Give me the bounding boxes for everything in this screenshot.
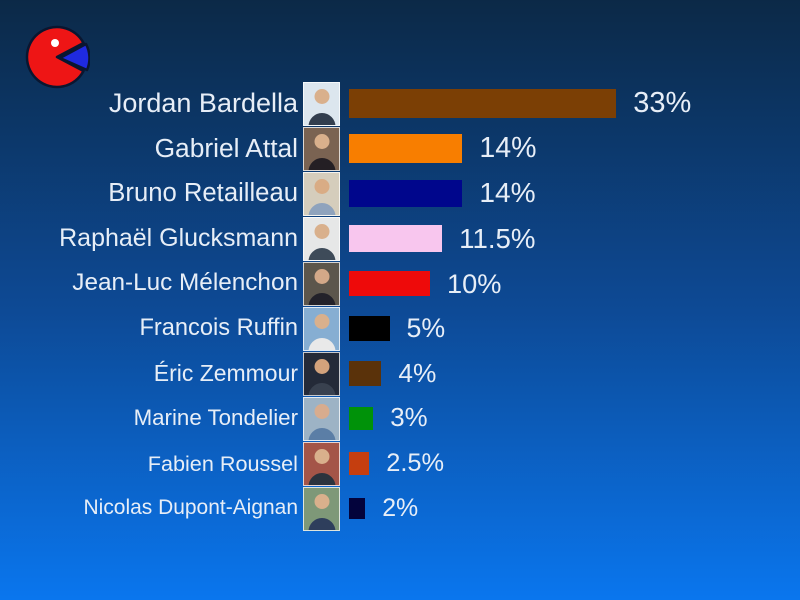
poll-result-bar [349,361,382,386]
poll-result-bar [349,315,390,342]
pie-slice-wedge [58,42,90,72]
candidate-name-label: Fabien Roussel [147,450,298,476]
candidate-row: Fabien Roussel 2.5% [0,441,800,486]
candidate-name-label: Francois Ruffin [139,314,298,341]
poll-value-label: 3% [390,403,428,432]
candidate-name-label: Marine Tondelier [133,405,298,431]
candidate-row: Nicolas Dupont-Aignan 2% [0,486,800,531]
candidate-name-label: Bruno Retailleau [108,178,298,207]
photo-head-shape [314,493,329,509]
candidate-photo [303,486,340,531]
candidate-name-label: Jean-Luc Mélenchon [72,269,298,297]
pie-body-wedge [25,25,85,89]
poll-value-label: 2.5% [386,448,445,477]
candidate-name-label: Jordan Bardella [108,88,298,118]
candidate-photo [303,171,340,216]
poll-results-bar-chart: Jordan Bardella 33% Gabriel Attal 14% Br… [0,81,800,531]
candidate-row: Bruno Retailleau 14% [0,171,800,216]
pie-chart-logo [25,25,90,89]
poll-result-bar [349,134,463,163]
candidate-photo [303,126,340,171]
photo-torso-shape [308,517,335,530]
candidate-photo [303,261,340,306]
photo-head-shape [314,448,329,464]
candidate-photo [303,216,340,261]
poll-result-bar [349,497,366,520]
photo-head-shape [314,358,329,374]
photo-torso-shape [308,157,335,170]
candidate-photo [303,396,340,441]
candidate-row: Jean-Luc Mélenchon 10% [0,261,800,306]
photo-torso-shape [308,427,335,440]
candidate-row: Marine Tondelier 3% [0,396,800,441]
candidate-photo [303,351,340,396]
candidate-row: Jordan Bardella 33% [0,81,800,126]
photo-torso-shape [308,382,335,395]
poll-value-label: 11.5% [459,222,536,254]
photo-head-shape [314,268,329,284]
candidate-row: Francois Ruffin 5% [0,306,800,351]
photo-head-shape [314,223,329,239]
candidate-photo [303,441,340,486]
photo-head-shape [314,133,329,149]
photo-head-shape [314,313,329,329]
poll-value-label: 33% [633,87,692,119]
candidate-row: Éric Zemmour 4% [0,351,800,396]
pie-eye-dot [51,39,59,47]
poll-value-label: 14% [479,177,536,209]
photo-torso-shape [308,292,335,305]
photo-torso-shape [308,202,335,215]
photo-head-shape [314,403,329,419]
candidate-row: Raphaël Glucksmann 11.5% [0,216,800,261]
poll-result-bar [349,452,370,475]
candidate-name-label: Éric Zemmour [153,360,298,386]
poll-value-label: 14% [479,132,537,165]
candidate-row: Gabriel Attal 14% [0,126,800,171]
candidate-name-label: Nicolas Dupont-Aignan [83,496,298,520]
poll-result-bar [349,406,374,431]
candidate-name-label: Gabriel Attal [154,133,298,164]
poll-value-label: 2% [382,494,419,523]
candidate-name-label: Raphaël Glucksmann [59,224,298,252]
photo-torso-shape [308,247,335,260]
photo-torso-shape [308,112,335,125]
photo-head-shape [314,88,329,104]
poll-value-label: 4% [398,358,437,389]
poll-value-label: 5% [406,313,446,344]
photo-torso-shape [308,337,335,350]
poll-result-bar [349,89,617,118]
poll-result-bar [349,225,443,252]
photo-torso-shape [308,472,335,485]
poll-result-bar [349,270,430,297]
candidate-photo [303,306,340,351]
poll-result-bar [349,179,463,208]
poll-value-label: 10% [447,267,502,299]
candidate-photo [303,81,340,126]
photo-head-shape [314,178,329,194]
